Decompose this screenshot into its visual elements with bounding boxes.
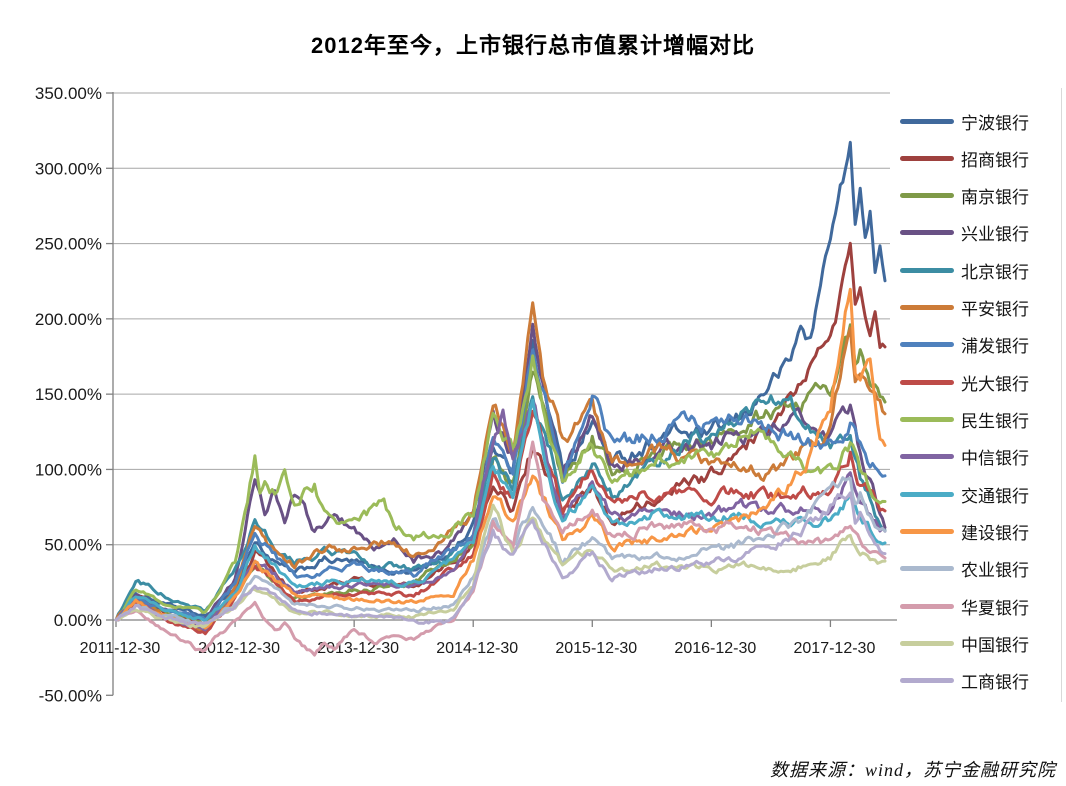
legend-label: 交通银行 — [961, 486, 1029, 506]
x-axis-tick-label: 2012-12-30 — [198, 640, 280, 657]
legend-item: 中国银行 — [900, 631, 1029, 657]
legend-item: 交通银行 — [900, 481, 1029, 507]
legend-label: 建设银行 — [961, 524, 1029, 544]
series-line — [114, 394, 887, 622]
legend-label: 华夏银行 — [961, 598, 1029, 618]
legend-item: 中信银行 — [900, 444, 1029, 470]
legend-item: 农业银行 — [900, 556, 1029, 582]
x-axis-tick-label: 2016-12-30 — [674, 640, 756, 657]
gridlines — [113, 92, 890, 546]
series-line — [114, 348, 887, 622]
legend-swatch — [900, 454, 954, 460]
legend-label: 浦发银行 — [961, 337, 1029, 357]
legend-item: 宁波银行 — [900, 108, 1029, 134]
legend-label: 工商银行 — [961, 673, 1029, 693]
y-axis-tick-label: 350.00% — [35, 84, 102, 103]
y-axis-tick-label: 200.00% — [35, 310, 102, 329]
legend-item: 招商银行 — [900, 145, 1029, 171]
legend-item: 光大银行 — [900, 369, 1029, 395]
y-axis-tick-label: 300.00% — [35, 159, 102, 178]
x-axis-tick-label: 2017-12-30 — [794, 640, 876, 657]
legend-label: 光大银行 — [961, 374, 1029, 394]
x-axis-tick-label: 2014-12-30 — [436, 640, 518, 657]
series-line — [114, 476, 887, 626]
legend-label: 宁波银行 — [961, 113, 1029, 133]
legend-swatch — [900, 193, 954, 199]
axes — [106, 92, 897, 696]
y-axis-tick-label: 150.00% — [35, 385, 102, 404]
series-line — [114, 287, 887, 630]
legend-label: 平安银行 — [961, 300, 1029, 320]
x-axis-tick-label: 2013-12-30 — [317, 640, 399, 657]
y-axis-tick-label: 100.00% — [35, 460, 102, 479]
chart-title: 2012年至今，上市银行总市值累计增幅对比 — [311, 33, 755, 58]
legend-label: 南京银行 — [961, 188, 1029, 208]
legend-item: 北京银行 — [900, 257, 1029, 283]
legend-swatch — [900, 155, 954, 161]
series-line — [114, 440, 887, 657]
legend-item: 南京银行 — [900, 183, 1029, 209]
y-axis-labels: 350.00% 300.00% 250.00% 200.00% 150.00% 100.0… — [35, 84, 102, 705]
series-line — [114, 491, 887, 626]
y-axis-tick-label: 250.00% — [35, 235, 102, 254]
legend-item: 工商银行 — [900, 668, 1029, 694]
legend-label: 民生银行 — [961, 412, 1029, 432]
chart-right-border — [1061, 88, 1062, 702]
legend-item: 华夏银行 — [900, 593, 1029, 619]
x-axis-tick-label: 2011-12-30 — [80, 640, 161, 657]
legend-label: 北京银行 — [961, 262, 1029, 282]
legend-item: 民生银行 — [900, 407, 1029, 433]
legend-item: 兴业银行 — [900, 220, 1029, 246]
series-line — [114, 399, 887, 632]
legend-item: 建设银行 — [900, 519, 1029, 545]
legend-swatch — [900, 491, 954, 497]
legend-swatch — [900, 379, 954, 385]
legend-label: 中国银行 — [961, 636, 1029, 656]
legend-item: 浦发银行 — [900, 332, 1029, 358]
data-source-note: 数据来源：wind，苏宁金融研究院 — [769, 760, 1056, 780]
y-axis-tick-label: 0.00% — [54, 611, 102, 630]
legend-swatch — [900, 230, 954, 236]
legend-swatch — [900, 641, 954, 647]
series-line — [114, 503, 887, 629]
y-axis-tick-label: 50.00% — [44, 536, 102, 555]
legend-swatch — [900, 305, 954, 311]
legend-swatch — [900, 267, 954, 273]
legend-label: 农业银行 — [961, 561, 1029, 581]
legend-label: 中信银行 — [961, 449, 1029, 469]
legend-item: 平安银行 — [900, 295, 1029, 321]
legend-swatch — [900, 603, 954, 609]
legend-swatch — [900, 417, 954, 423]
legend-swatch — [900, 118, 954, 124]
y-axis-tick-label: -50.00% — [39, 686, 102, 705]
x-axis-tick-label: 2015-12-30 — [555, 640, 637, 657]
legend: 宁波银行招商银行南京银行兴业银行北京银行平安银行浦发银行光大银行民生银行中信银行… — [900, 0, 1064, 720]
legend-label: 兴业银行 — [961, 225, 1029, 245]
series-line — [114, 354, 887, 622]
series-line — [114, 323, 887, 626]
series-line — [114, 398, 887, 623]
legend-swatch — [900, 678, 954, 684]
series-line — [114, 140, 887, 622]
legend-label: 招商银行 — [961, 150, 1029, 170]
legend-swatch — [900, 566, 954, 572]
legend-swatch — [900, 529, 954, 535]
legend-swatch — [900, 342, 954, 348]
series-lines — [114, 140, 887, 657]
